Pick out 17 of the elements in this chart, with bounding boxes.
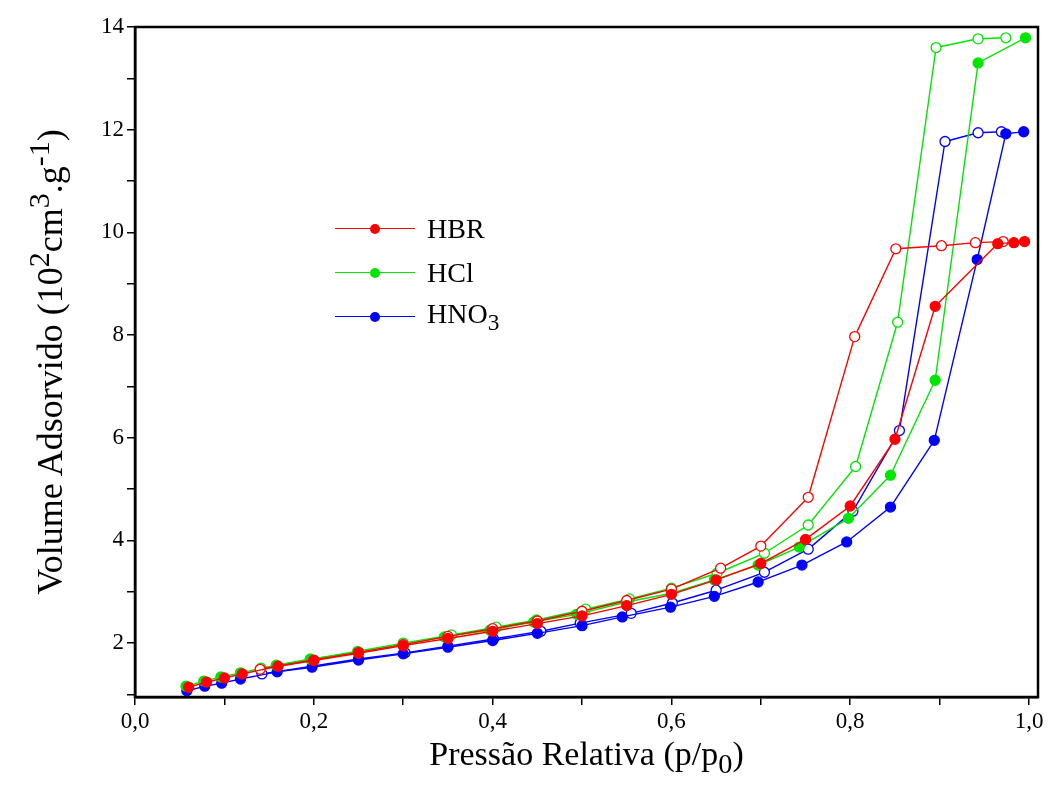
y-tick-label: 8 xyxy=(112,321,124,347)
y-tick-label: 10 xyxy=(101,218,124,244)
x-axis-title: Pressão Relativa (p/p$_{0}$) xyxy=(429,735,744,779)
x-tick-label: 0,8 xyxy=(835,707,865,733)
legend-label: HCl xyxy=(427,257,474,289)
y-tick-label: 2 xyxy=(112,629,124,655)
x-tick-label: 0,6 xyxy=(657,707,686,733)
x-tick-label: 0,2 xyxy=(299,707,329,733)
x-tick-label: 0,4 xyxy=(478,707,508,733)
y-tick-label: 4 xyxy=(112,526,125,552)
x-tick-label: 0,0 xyxy=(120,707,150,733)
legend-label: HNO$_{3}$ xyxy=(427,298,500,336)
y-tick-label: 14 xyxy=(101,13,125,39)
legend-label: HBR xyxy=(427,213,485,245)
y-tick-label: 6 xyxy=(112,423,124,449)
x-tick-label: 1,0 xyxy=(1014,707,1044,733)
y-tick-label: 12 xyxy=(101,115,124,141)
